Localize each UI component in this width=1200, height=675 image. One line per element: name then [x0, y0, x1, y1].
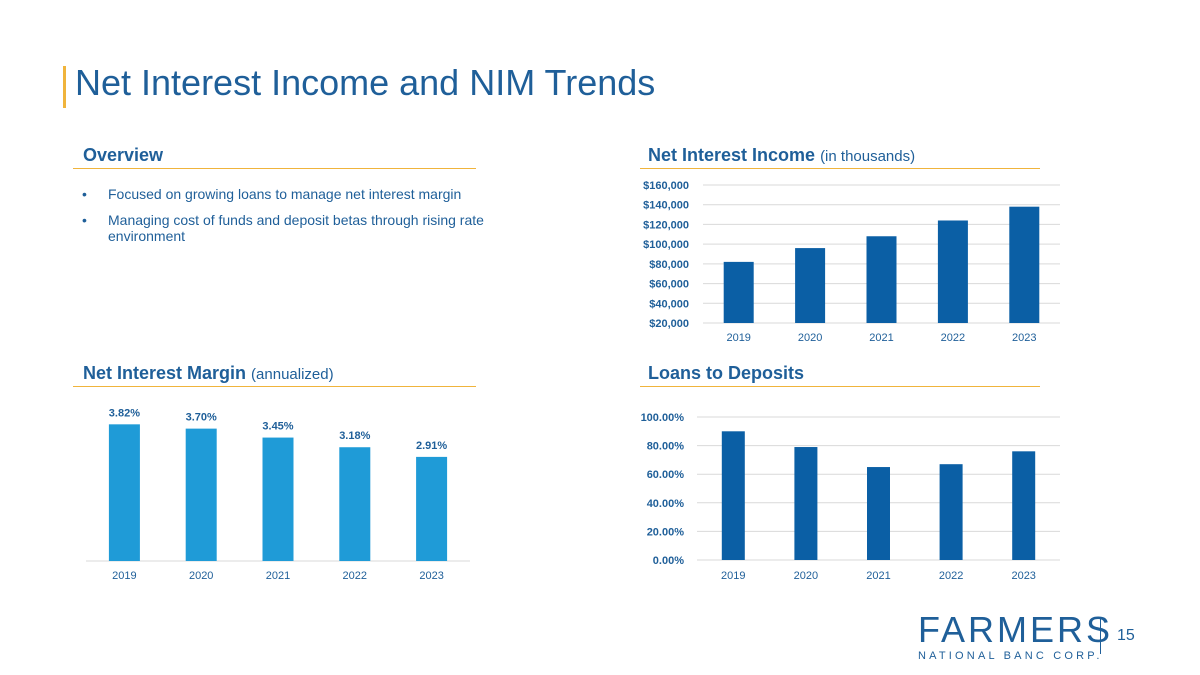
overview-heading: Overview [83, 145, 164, 165]
nim-xtick-label: 2020 [189, 570, 213, 582]
title-accent-bar [63, 66, 66, 108]
nim-bar [339, 447, 371, 561]
ltd-xtick-label: 2021 [866, 570, 890, 582]
farmers-logo: FARMERS NATIONAL BANC CORP. [918, 609, 1114, 663]
nim-rule [73, 386, 476, 387]
nim-bar [262, 437, 294, 561]
overview-bullet-2: Managing cost of funds and deposit betas… [80, 212, 500, 244]
ltd-ytick-label: 60.00% [647, 469, 685, 481]
ltd-bar [794, 447, 818, 560]
nim-heading: Net Interest Margin (annualized) [83, 363, 334, 384]
nii-subtitle: (in thousands) [820, 148, 916, 165]
nii-ytick-label: $20,000 [649, 318, 689, 330]
ltd-bar [1012, 451, 1036, 560]
ltd-xtick-label: 2023 [1011, 570, 1035, 582]
nim-xtick-label: 2022 [343, 570, 367, 582]
nii-xtick-label: 2021 [869, 332, 893, 344]
nim-data-label: 3.70% [186, 412, 217, 424]
ltd-bar [939, 464, 963, 560]
ltd-heading: Loans to Deposits [648, 363, 805, 383]
ltd-xtick-label: 2020 [794, 570, 818, 582]
ltd-bar [867, 467, 890, 560]
nii-bar [795, 248, 826, 323]
overview-bullets: Focused on growing loans to manage net i… [80, 186, 500, 254]
nim-data-label: 3.45% [262, 421, 293, 433]
nim-subtitle: (annualized) [251, 366, 334, 383]
nii-xtick-label: 2023 [1012, 332, 1036, 344]
ltd-ytick-label: 100.00% [641, 412, 685, 424]
nii-bar [866, 236, 897, 323]
nim-data-label: 2.91% [416, 440, 447, 452]
nii-ytick-label: $80,000 [649, 259, 689, 271]
nii-ytick-label: $100,000 [643, 239, 689, 251]
nim-bar [108, 424, 140, 561]
ltd-bar [721, 431, 745, 560]
nii-ytick-label: $40,000 [649, 298, 689, 310]
nii-title: Net Interest Income [648, 145, 816, 165]
logo-subtitle: NATIONAL BANC CORP. [918, 650, 1103, 662]
nim-bar [416, 456, 448, 561]
nii-bar [1009, 206, 1040, 323]
nii-ytick-label: $120,000 [643, 219, 689, 231]
nii-heading: Net Interest Income (in thousands) [648, 145, 915, 166]
nii-rule [640, 168, 1040, 169]
ltd-rule [640, 386, 1040, 387]
nii-bar [723, 261, 754, 323]
nii-xtick-label: 2022 [941, 332, 965, 344]
ltd-ytick-label: 20.00% [647, 526, 685, 538]
page-number: 15 [1117, 627, 1135, 644]
logo-name: FARMERS [918, 609, 1114, 650]
page-title: Net Interest Income and NIM Trends [75, 62, 656, 103]
nii-bar [937, 220, 968, 323]
nii-ytick-label: $140,000 [643, 200, 689, 212]
nim-bar [185, 428, 217, 561]
nim-title: Net Interest Margin [83, 363, 247, 383]
overview-rule [73, 168, 476, 169]
nii-ytick-label: $60,000 [649, 279, 689, 291]
nii-xtick-label: 2019 [726, 332, 750, 344]
ltd-ytick-label: 40.00% [647, 498, 685, 510]
overview-bullet-1: Focused on growing loans to manage net i… [80, 186, 500, 202]
nii-ytick-label: $160,000 [643, 180, 689, 192]
ltd-ytick-label: 80.00% [647, 441, 685, 453]
footer-divider [1100, 618, 1101, 654]
nii-xtick-label: 2020 [798, 332, 822, 344]
nim-data-label: 3.82% [109, 407, 140, 419]
nim-data-label: 3.18% [339, 430, 370, 442]
ltd-ytick-label: 0.00% [653, 555, 684, 567]
ltd-xtick-label: 2019 [721, 570, 745, 582]
nim-xtick-label: 2021 [266, 570, 290, 582]
nim-xtick-label: 2023 [419, 570, 443, 582]
ltd-xtick-label: 2022 [939, 570, 963, 582]
nim-xtick-label: 2019 [112, 570, 136, 582]
